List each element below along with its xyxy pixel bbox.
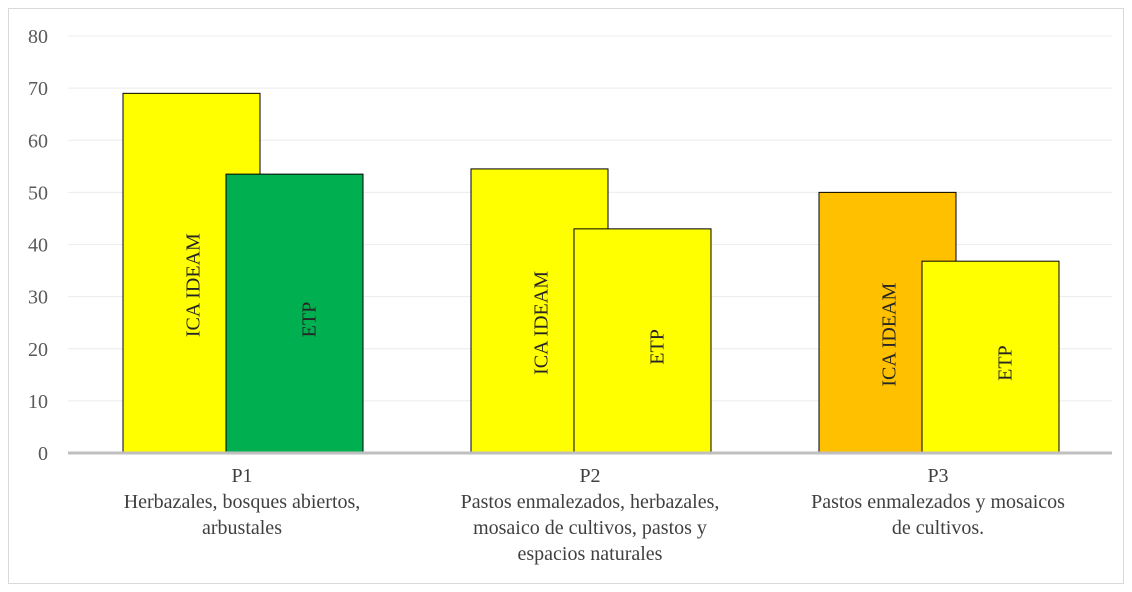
bar-series-label: ETP	[647, 329, 669, 365]
y-tick-label: 10	[28, 391, 48, 413]
y-tick-label: 20	[28, 339, 48, 361]
bar-series-label: ICA IDEAM	[531, 271, 553, 375]
x-category-label: P1	[231, 465, 252, 487]
x-category-description: espacios naturales	[518, 543, 663, 565]
bar-series-label: ETP	[299, 302, 321, 338]
x-category-description: mosaico de cultivos, pastos y	[473, 517, 707, 539]
x-category-description: de cultivos.	[892, 517, 984, 539]
y-tick-label: 70	[28, 78, 48, 100]
bar-etp-p3	[921, 260, 1060, 454]
bar-series-label: ICA IDEAM	[879, 283, 901, 387]
x-category-label: P2	[579, 465, 600, 487]
y-tick-label: 80	[28, 26, 48, 48]
y-tick-label: 40	[28, 235, 48, 257]
x-category-label: P3	[927, 465, 948, 487]
bar-etp-p1	[225, 173, 364, 454]
x-category-description: Pastos enmalezados, herbazales,	[461, 491, 720, 513]
y-tick-label: 60	[28, 130, 48, 152]
x-category-description: arbustales	[202, 517, 282, 539]
x-category-description: Herbazales, bosques abiertos,	[124, 491, 361, 513]
y-tick-label: 30	[28, 287, 48, 309]
y-tick-label: 0	[38, 443, 48, 465]
bar-series-label: ICA IDEAM	[183, 233, 205, 337]
bar-etp-p2	[573, 228, 712, 454]
bar-series-label: ETP	[995, 345, 1017, 381]
x-category-description: Pastos enmalezados y mosaicos	[811, 491, 1065, 513]
y-tick-label: 50	[28, 182, 48, 204]
